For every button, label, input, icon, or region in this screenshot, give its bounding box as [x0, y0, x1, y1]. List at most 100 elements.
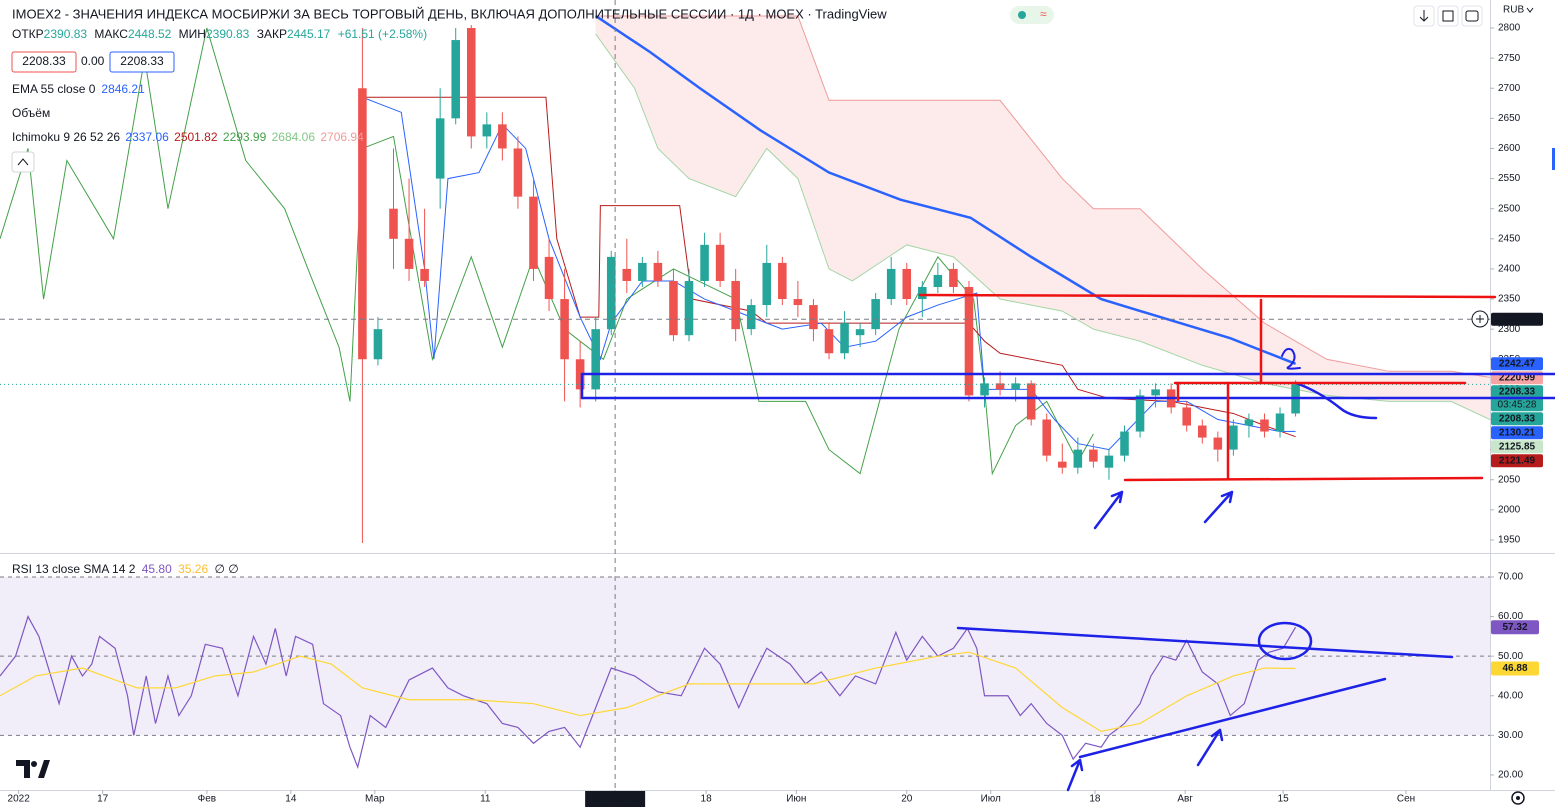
y-tick-label: 2600 [1498, 143, 1521, 154]
candle-body [420, 268, 429, 281]
price-badge [1491, 454, 1543, 468]
candle-body [762, 262, 772, 306]
candle-body [575, 359, 585, 390]
scroll-marker [1552, 148, 1555, 170]
candle-body [1260, 419, 1269, 432]
input-value: 2208.33 [120, 54, 164, 68]
y-tick-label: 2750 [1498, 53, 1521, 64]
input-value: 2208.33 [22, 54, 66, 68]
pane-buttons [1413, 5, 1483, 27]
price-badge [1491, 426, 1543, 440]
senkou-span-b [595, 15, 1490, 378]
candle-body [451, 40, 460, 119]
candle-body [1073, 449, 1083, 468]
y-tick-label: 2500 [1498, 203, 1521, 214]
ohlc-line: ОТКР2390.83 МАКС2448.52 МИН2390.83 ЗАКР2… [12, 27, 427, 41]
candle-body [606, 256, 616, 330]
input-box[interactable] [109, 51, 175, 73]
y-tick-label: 70.00 [1498, 572, 1523, 583]
candle-body [855, 329, 865, 336]
blue-scribble [1294, 381, 1378, 420]
ohlc-name: ОТКР [12, 27, 44, 41]
candle-body [902, 268, 912, 300]
x-tick-label: Авг [1177, 794, 1193, 805]
price-badge-label: 2130.21 [1499, 428, 1536, 439]
rsi-value: 35.26 [178, 562, 208, 576]
candle-body [809, 305, 818, 330]
ichimoku-name: Ichimoku 9 26 52 26 [12, 130, 120, 144]
candle-body [715, 244, 725, 281]
button[interactable] [1413, 5, 1435, 27]
candle-body [995, 383, 1005, 390]
ema-name: EMA 55 close 0 [12, 82, 96, 96]
x-crosshair-badge [585, 791, 646, 807]
ohlc-name: МАКС [94, 27, 128, 41]
price-badge-label: 2208.33 [1499, 387, 1536, 398]
y-tick-label: 2400 [1498, 264, 1521, 275]
candle-body [1213, 437, 1223, 450]
candle-body [684, 280, 694, 336]
candle-body [1104, 455, 1114, 468]
candle-body [1151, 389, 1160, 396]
ichimoku-value: 2501.82 [174, 130, 218, 144]
x-tick-label: 20 [901, 794, 913, 805]
candle-body [1089, 449, 1098, 462]
button[interactable] [1461, 5, 1483, 27]
x-tick-label: Сен [1397, 794, 1415, 805]
price-badge-label: 2220.99 [1499, 373, 1536, 384]
y-tick-label: 2350 [1498, 294, 1521, 305]
candle-body [824, 329, 834, 354]
candle-body [731, 280, 740, 330]
y-tick-label: 60.00 [1498, 611, 1523, 622]
x-tick-label: 18 [701, 794, 713, 805]
candle-body [653, 262, 663, 281]
collapse-icon [17, 158, 29, 166]
ichimoku-value: 2293.99 [223, 130, 267, 144]
ema-line [594, 14, 1297, 365]
candle-body [544, 256, 554, 300]
price-badge [1491, 440, 1543, 454]
y-tick-label: 2050 [1498, 474, 1521, 485]
settings-icon[interactable] [1511, 791, 1525, 805]
symbol-title: IMOEX2 - ЗНАЧЕНИЯ ИНДЕКСА МОСБИРЖИ ЗА ВЕ… [12, 6, 887, 21]
candle-body [1135, 395, 1145, 432]
x-tick-label: Июл [981, 794, 1001, 805]
y-tick-label: 2450 [1498, 233, 1521, 244]
candle-body [1197, 425, 1207, 438]
change: +61.51 (+2.58%) [338, 27, 427, 41]
rsi-sma-line [0, 651, 1296, 733]
price-badge-label: 2242.47 [1499, 359, 1536, 370]
rsi-line [0, 615, 1297, 770]
x-tick-label: 18 [1089, 794, 1101, 805]
candle-body [1229, 425, 1238, 450]
currency: RUB [1503, 5, 1524, 16]
senkou-span-a [595, 33, 1490, 420]
button[interactable] [1437, 5, 1459, 27]
candle-body [638, 262, 647, 281]
x-tick-label: 14 [285, 794, 297, 805]
y-tick-label: 1950 [1498, 535, 1521, 546]
ohlc-value: 2390.83 [44, 27, 88, 41]
y-tick-label: 40.00 [1498, 690, 1523, 701]
candle-body [980, 383, 989, 396]
price-badge-label: 2121.49 [1499, 456, 1536, 467]
price-pane [0, 14, 1490, 543]
candle-body [1182, 407, 1191, 426]
candle-body [778, 262, 787, 300]
input-box[interactable] [11, 51, 77, 73]
crosshair-add-button[interactable] [1471, 310, 1489, 328]
candle-body [1011, 383, 1020, 390]
rsi-value: 45.80 [142, 562, 172, 576]
blue-circle [1281, 347, 1301, 370]
candle-body [918, 286, 927, 300]
x-tick-label: Мар [365, 794, 385, 805]
legend: IMOEX2 - ЗНАЧЕНИЯ ИНДЕКСА МОСБИРЖИ ЗА ВЕ… [11, 6, 1054, 576]
collapse-button[interactable] [11, 151, 35, 173]
candle-body [373, 329, 383, 360]
candle-body [1042, 419, 1052, 456]
price-countdown: 03:45:28 [1498, 399, 1537, 410]
status-pill: ≈ [1010, 6, 1054, 24]
rsi-name: RSI 13 close SMA 14 2 [12, 562, 136, 576]
candle-body [622, 268, 632, 281]
candle-body [1120, 431, 1129, 456]
